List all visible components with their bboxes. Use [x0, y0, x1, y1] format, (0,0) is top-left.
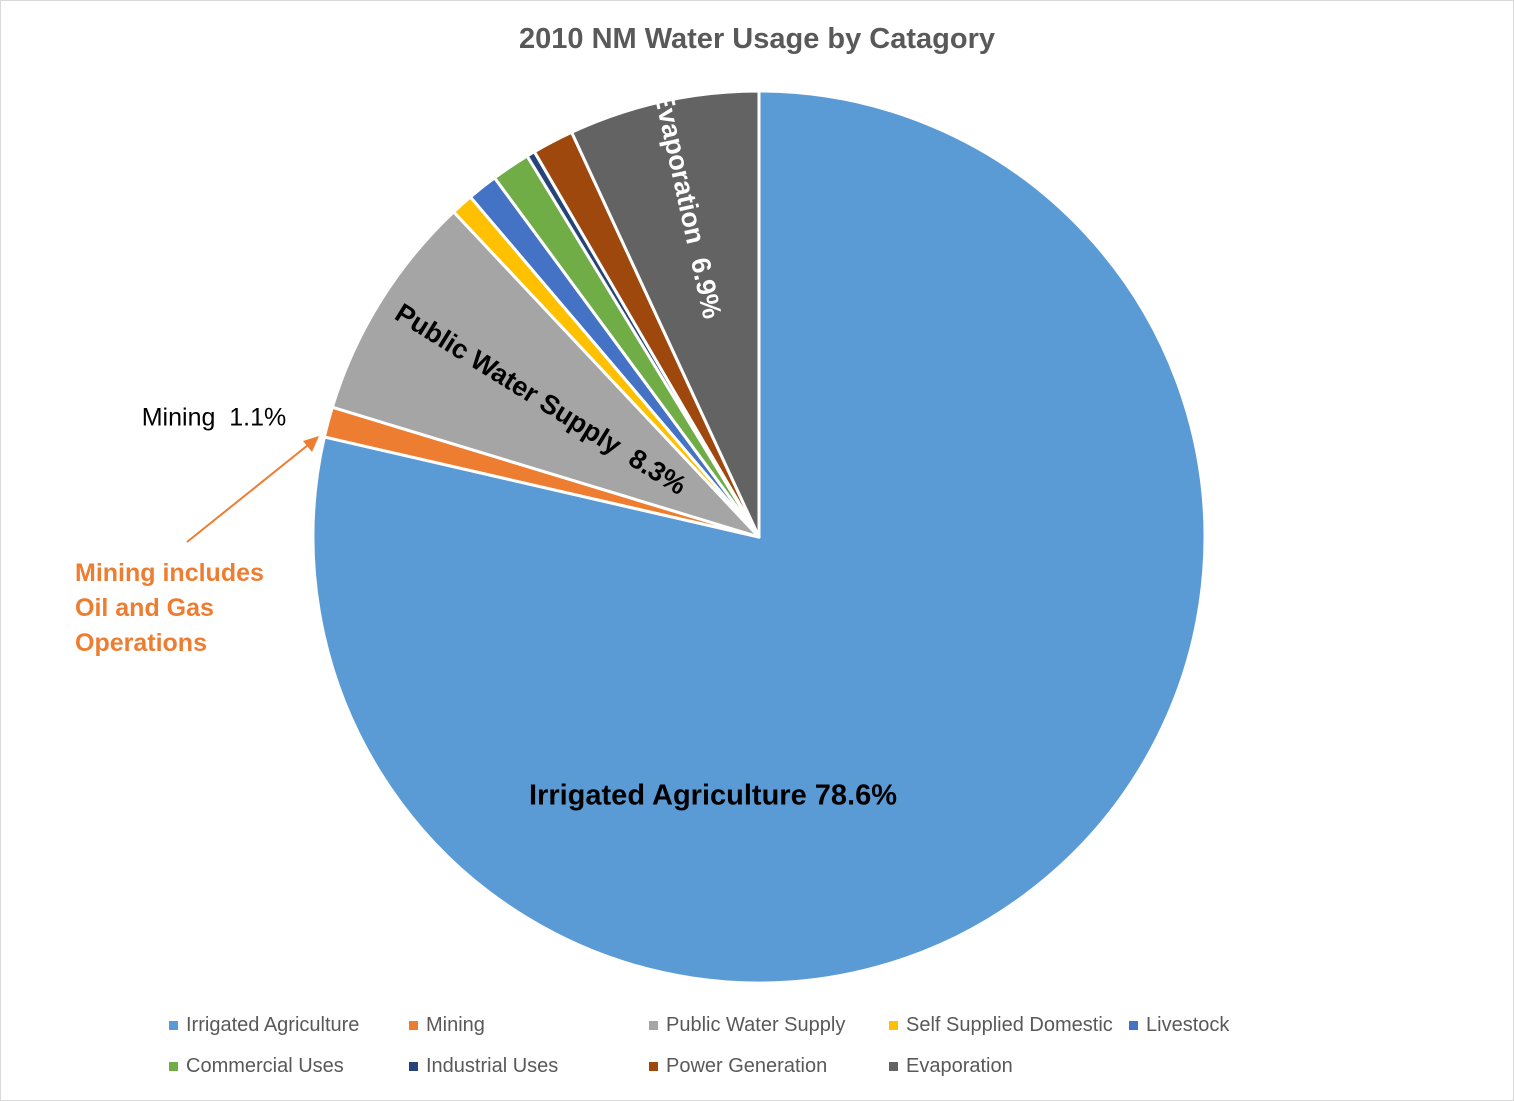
legend-swatch [1129, 1021, 1138, 1030]
legend-label: Livestock [1146, 1014, 1230, 1036]
data-label-mining: Mining 1.1% [142, 404, 287, 432]
legend-swatch [649, 1062, 658, 1071]
annotation-line: Oil and Gas [75, 594, 214, 622]
legend-label: Irrigated Agriculture [186, 1014, 360, 1036]
chart-legend: Irrigated Agriculture Mining Public Water … [169, 1014, 1369, 1078]
pie-chart: Irrigated Agriculture 78.6%Mining 1.1% Pu… [75, 88, 1207, 985]
legend-label: Power Generation [666, 1055, 828, 1077]
legend-label: Self Supplied Domestic [906, 1014, 1113, 1036]
annotation-arrowhead [303, 436, 319, 452]
legend-swatch [409, 1062, 418, 1071]
legend-item-industrial-uses: Industrial Uses [409, 1055, 649, 1078]
legend-item-mining: Mining [409, 1014, 649, 1037]
legend-swatch [169, 1021, 178, 1030]
legend-swatch [649, 1021, 658, 1030]
annotation-arrow [186, 440, 314, 543]
pie-slice-evaporation [570, 89, 761, 539]
legend-swatch [169, 1062, 178, 1071]
legend-item-public-water-supply: Public Water Supply [649, 1014, 889, 1037]
legend-item-irrigated-agriculture: Irrigated Agriculture [169, 1014, 409, 1037]
legend-label: Industrial Uses [426, 1055, 559, 1077]
legend-item-commercial-uses: Commercial Uses [169, 1055, 409, 1078]
legend-swatch [889, 1021, 898, 1030]
legend-label: Evaporation [906, 1055, 1013, 1077]
legend-item-livestock: Livestock [1129, 1014, 1279, 1037]
legend-item-power-generation: Power Generation [649, 1055, 889, 1078]
annotation-line: Operations [75, 629, 207, 657]
legend-item-evaporation: Evaporation [889, 1055, 1129, 1078]
legend-label: Commercial Uses [186, 1055, 344, 1077]
data-label-irrigated-agriculture: Irrigated Agriculture 78.6% [529, 780, 897, 812]
annotation-line: Mining includes [75, 559, 264, 587]
legend-swatch [889, 1062, 898, 1071]
chart-title: 2010 NM Water Usage by Catagory [519, 23, 995, 55]
pie-slice-public-water-supply [330, 210, 761, 539]
legend-swatch [409, 1021, 418, 1030]
legend-label: Mining [426, 1014, 485, 1036]
legend-item-self-supplied-domestic: Self Supplied Domestic [889, 1014, 1129, 1037]
legend-label: Public Water Supply [666, 1014, 846, 1036]
